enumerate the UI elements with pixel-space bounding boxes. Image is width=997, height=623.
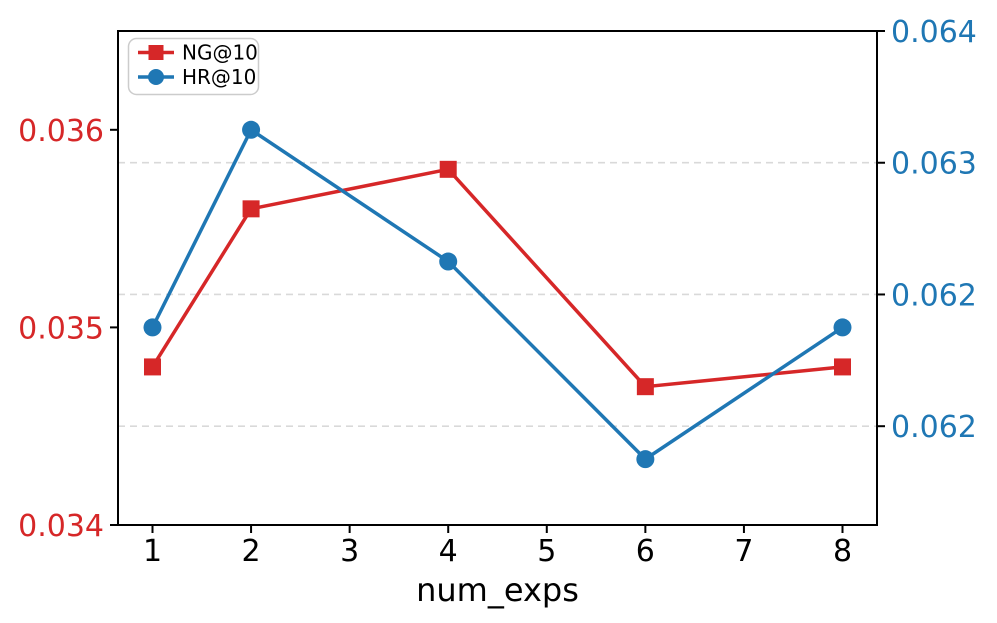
x-tick-label: 6 — [636, 534, 655, 569]
series-ng10 — [144, 160, 851, 396]
legend-square-marker-icon — [148, 45, 164, 60]
left-y-tick-label: 0.036 — [18, 114, 104, 149]
x-tick-label: 7 — [734, 534, 753, 569]
ng10-square-marker — [834, 358, 851, 376]
x-tick-label: 1 — [143, 534, 162, 569]
legend-label: HR@10 — [182, 65, 256, 89]
hr10-circle-marker — [439, 252, 458, 271]
legend-circle-marker-icon — [148, 69, 164, 85]
legend-item: HR@10 — [138, 65, 256, 89]
x-tick-label: 5 — [537, 534, 556, 569]
x-tick-label: 3 — [340, 534, 359, 569]
hr10-circle-marker — [143, 318, 162, 337]
ng10-square-marker — [242, 200, 260, 218]
right-y-tick-label: 0.062 — [891, 278, 977, 313]
right-y-tick-label: 0.062 — [891, 410, 977, 445]
right-y-tick-label: 0.063 — [891, 147, 977, 182]
left-y-tick-label: 0.035 — [18, 311, 104, 346]
legend-item: NG@10 — [138, 41, 258, 65]
ng10-square-marker — [636, 378, 654, 396]
x-tick-label: 4 — [439, 534, 458, 569]
x-axis-label: num_exps — [416, 571, 579, 609]
ng10-square-marker — [144, 358, 161, 376]
left-y-tick-label: 0.034 — [18, 509, 104, 544]
plot-border — [117, 30, 878, 526]
series-hr10 — [143, 120, 852, 469]
x-tick-label: 2 — [242, 534, 261, 569]
hr10-circle-marker — [636, 450, 655, 469]
right-y-tick-label: 0.064 — [891, 15, 977, 50]
ng10-square-marker — [439, 160, 457, 178]
x-tick-label: 8 — [833, 534, 852, 569]
hr10-circle-marker — [242, 120, 261, 139]
hr10-circle-marker — [833, 318, 852, 337]
legend-label: NG@10 — [182, 41, 258, 65]
